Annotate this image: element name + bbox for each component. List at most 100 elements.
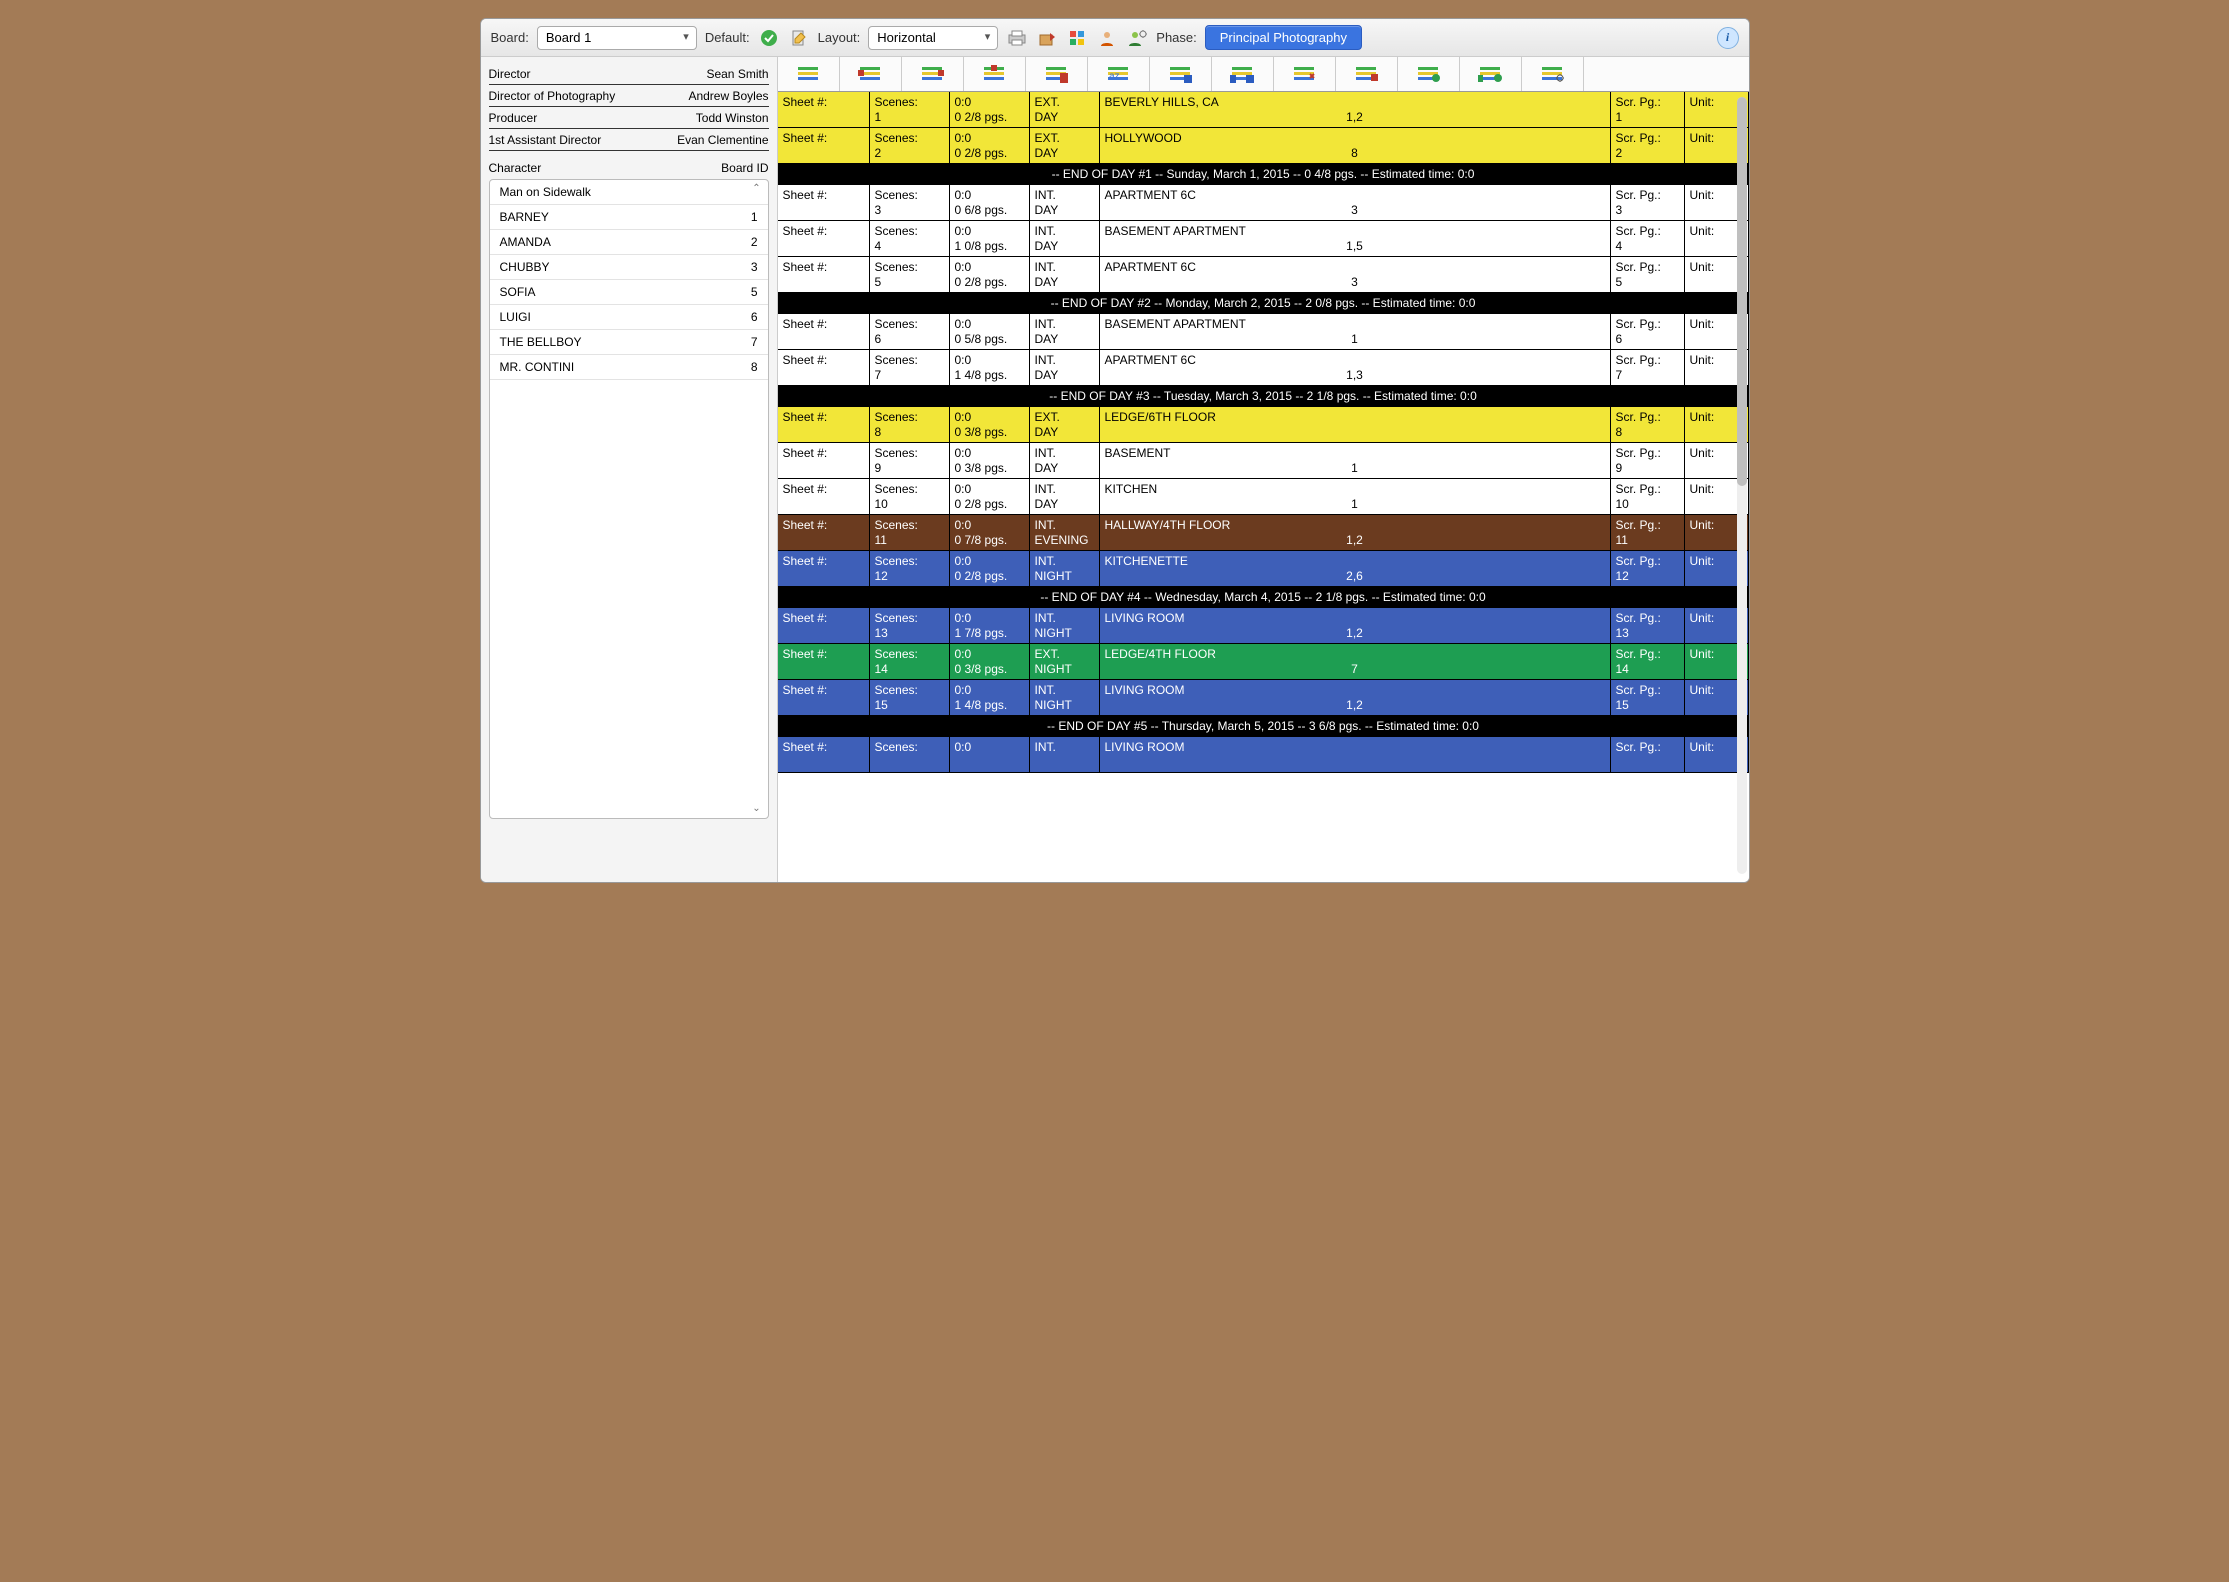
- ie-cell: INT.NIGHT: [1030, 608, 1100, 644]
- strip-row[interactable]: Sheet #:Scenes:20:00 2/8 pgs.EXT.DAYHOLL…: [778, 128, 1749, 164]
- strip-row[interactable]: Sheet #:Scenes:100:00 2/8 pgs.INT.DAYKIT…: [778, 479, 1749, 515]
- character-header: Character Board ID: [489, 151, 769, 179]
- crew-row: DirectorSean Smith: [489, 63, 769, 85]
- daybreak: -- END OF DAY #1 -- Sunday, March 1, 201…: [778, 164, 1749, 185]
- sheet-cell: Sheet #:: [778, 644, 870, 680]
- strip-row[interactable]: Sheet #:Scenes:30:00 6/8 pgs.INT.DAYAPAR…: [778, 185, 1749, 221]
- iconbar-button-7[interactable]: [1150, 57, 1212, 91]
- pages-cell: 0:00 6/8 pgs.: [950, 185, 1030, 221]
- iconbar-button-11[interactable]: [1398, 57, 1460, 91]
- iconbar-button-2[interactable]: [840, 57, 902, 91]
- character-item[interactable]: BARNEY1: [490, 205, 768, 230]
- person-settings-icon[interactable]: [1126, 27, 1148, 49]
- character-item[interactable]: MR. CONTINI8: [490, 355, 768, 380]
- scr-cell: Scr. Pg.:: [1611, 737, 1685, 773]
- character-item[interactable]: Man on Sidewalk: [490, 180, 768, 205]
- crew-name: Evan Clementine: [677, 133, 768, 147]
- strip-row[interactable]: Sheet #:Scenes:140:00 3/8 pgs.EXT.NIGHTL…: [778, 644, 1749, 680]
- pages-cell: 0:01 4/8 pgs.: [950, 350, 1030, 386]
- scenes-cell: Scenes:4: [870, 221, 950, 257]
- iconbar-button-6[interactable]: az: [1088, 57, 1150, 91]
- ie-cell: INT.DAY: [1030, 479, 1100, 515]
- character-name: CHUBBY: [500, 260, 550, 274]
- pages-cell: 0:00 3/8 pgs.: [950, 443, 1030, 479]
- char-scroll-up-icon[interactable]: ⌃: [750, 182, 764, 196]
- colors-icon[interactable]: [1066, 27, 1088, 49]
- location-cell: BEVERLY HILLS, CA1,2: [1100, 92, 1611, 128]
- strip-row[interactable]: Sheet #:Scenes:120:00 2/8 pgs.INT.NIGHTK…: [778, 551, 1749, 587]
- iconbar-button-1[interactable]: [778, 57, 840, 91]
- scrollbar[interactable]: [1737, 97, 1747, 874]
- strip-row[interactable]: Sheet #:Scenes:150:01 4/8 pgs.INT.NIGHTL…: [778, 680, 1749, 716]
- info-icon[interactable]: i: [1717, 27, 1739, 49]
- character-id: 3: [751, 260, 758, 274]
- character-id: 6: [751, 310, 758, 324]
- iconbar-button-13[interactable]: [1522, 57, 1584, 91]
- crew-name: Andrew Boyles: [688, 89, 768, 103]
- ie-cell: INT.DAY: [1030, 257, 1100, 293]
- strip-row[interactable]: Sheet #:Scenes:10:00 2/8 pgs.EXT.DAYBEVE…: [778, 92, 1749, 128]
- character-name: SOFIA: [500, 285, 536, 299]
- character-item[interactable]: THE BELLBOY7: [490, 330, 768, 355]
- toolbar: Board: Board 1 Default: Layout: Horizont…: [481, 19, 1749, 57]
- daybreak: -- END OF DAY #3 -- Tuesday, March 3, 20…: [778, 386, 1749, 407]
- ie-cell: INT.DAY: [1030, 350, 1100, 386]
- pages-cell: 0:01 7/8 pgs.: [950, 608, 1030, 644]
- iconbar-button-3[interactable]: [902, 57, 964, 91]
- location-cell: LIVING ROOM: [1100, 737, 1611, 773]
- svg-text:az: az: [1109, 71, 1120, 82]
- location-cell: HALLWAY/4TH FLOOR1,2: [1100, 515, 1611, 551]
- iconbar-button-9[interactable]: [1274, 57, 1336, 91]
- scrollbar-thumb[interactable]: [1737, 97, 1747, 486]
- crew-role: Producer: [489, 111, 538, 125]
- sheet-cell: Sheet #:: [778, 92, 870, 128]
- strip-row[interactable]: Sheet #:Scenes:80:00 3/8 pgs.EXT.DAYLEDG…: [778, 407, 1749, 443]
- pages-cell: 0:00 2/8 pgs.: [950, 92, 1030, 128]
- board-select[interactable]: Board 1: [537, 26, 697, 50]
- iconbar-button-12[interactable]: [1460, 57, 1522, 91]
- scr-cell: Scr. Pg.:3: [1611, 185, 1685, 221]
- iconbar: az: [778, 57, 1749, 92]
- sheet-cell: Sheet #:: [778, 680, 870, 716]
- sheet-cell: Sheet #:: [778, 185, 870, 221]
- strip-row[interactable]: Sheet #:Scenes:90:00 3/8 pgs.INT.DAYBASE…: [778, 443, 1749, 479]
- strip-row[interactable]: Sheet #:Scenes:0:0INT.LIVING ROOMScr. Pg…: [778, 737, 1749, 773]
- pages-cell: 0:00 3/8 pgs.: [950, 644, 1030, 680]
- character-item[interactable]: AMANDA2: [490, 230, 768, 255]
- character-id: 2: [751, 235, 758, 249]
- sheet-cell: Sheet #:: [778, 257, 870, 293]
- strip-row[interactable]: Sheet #:Scenes:60:00 5/8 pgs.INT.DAYBASE…: [778, 314, 1749, 350]
- strip-row[interactable]: Sheet #:Scenes:50:00 2/8 pgs.INT.DAYAPAR…: [778, 257, 1749, 293]
- char-scroll-down-icon[interactable]: ⌄: [750, 802, 764, 816]
- crew-role: Director: [489, 67, 531, 81]
- strip-row[interactable]: Sheet #:Scenes:110:00 7/8 pgs.INT.EVENIN…: [778, 515, 1749, 551]
- scenes-cell: Scenes:1: [870, 92, 950, 128]
- character-id: 8: [751, 360, 758, 374]
- export-icon[interactable]: [1036, 27, 1058, 49]
- strip-row[interactable]: Sheet #:Scenes:130:01 7/8 pgs.INT.NIGHTL…: [778, 608, 1749, 644]
- print-icon[interactable]: [1006, 27, 1028, 49]
- pages-cell: 0:00 5/8 pgs.: [950, 314, 1030, 350]
- strip-area[interactable]: Sheet #:Scenes:10:00 2/8 pgs.EXT.DAYBEVE…: [778, 92, 1749, 882]
- character-name: THE BELLBOY: [500, 335, 582, 349]
- sidebar: DirectorSean SmithDirector of Photograph…: [481, 57, 777, 882]
- character-item[interactable]: CHUBBY 3: [490, 255, 768, 280]
- iconbar-button-8[interactable]: [1212, 57, 1274, 91]
- phase-pill[interactable]: Principal Photography: [1205, 25, 1362, 50]
- character-item[interactable]: LUIGI6: [490, 305, 768, 330]
- edit-default-icon[interactable]: [788, 27, 810, 49]
- strip-row[interactable]: Sheet #:Scenes:40:01 0/8 pgs.INT.DAYBASE…: [778, 221, 1749, 257]
- location-cell: LIVING ROOM1,2: [1100, 608, 1611, 644]
- ie-cell: INT.DAY: [1030, 314, 1100, 350]
- character-item[interactable]: SOFIA5: [490, 280, 768, 305]
- scr-cell: Scr. Pg.:15: [1611, 680, 1685, 716]
- iconbar-button-5[interactable]: [1026, 57, 1088, 91]
- person-icon[interactable]: [1096, 27, 1118, 49]
- accept-default-icon[interactable]: [758, 27, 780, 49]
- strip-row[interactable]: Sheet #:Scenes:70:01 4/8 pgs.INT.DAYAPAR…: [778, 350, 1749, 386]
- iconbar-button-4[interactable]: [964, 57, 1026, 91]
- layout-select[interactable]: Horizontal: [868, 26, 998, 50]
- iconbar-button-10[interactable]: [1336, 57, 1398, 91]
- scr-cell: Scr. Pg.:1: [1611, 92, 1685, 128]
- crew-role: 1st Assistant Director: [489, 133, 602, 147]
